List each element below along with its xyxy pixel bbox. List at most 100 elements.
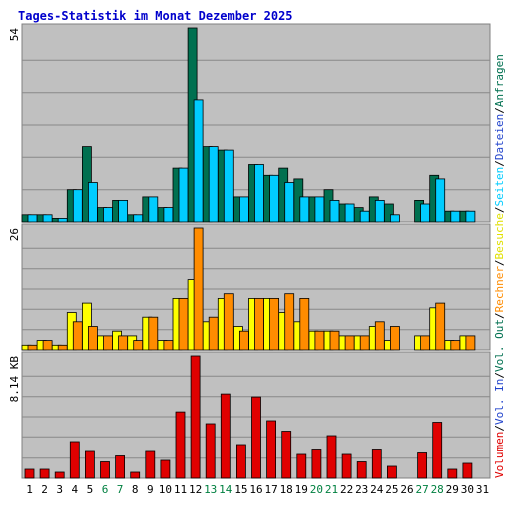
bar-dateien-day-22 [344,203,355,223]
bar-rechner-day-21 [329,330,340,351]
bar-rechner-day-10 [163,340,174,351]
bar-rechner-day-1 [27,344,38,351]
legend-entry: Rechner [493,266,506,313]
bar-dateien-day-9 [148,196,159,223]
x-tick-label: 10 [159,483,172,496]
bar-rechner-day-25 [389,326,400,351]
bar-volumen-day-10 [160,459,171,479]
bar-volumen-day-25 [386,465,397,479]
x-tick-label: 12 [189,483,202,496]
bar-rechner-day-2 [42,340,53,351]
bar-rechner-day-23 [359,335,370,351]
bar-dateien-day-14 [223,149,234,223]
chart-panels: 54 26 8.14 KB [8,23,491,479]
bar-rechner-day-14 [223,293,234,351]
bar-volumen-day-1 [24,468,35,479]
bar-dateien-day-27 [420,203,431,223]
bar-dateien-day-3 [57,217,68,223]
bar-volumen-day-30 [462,462,473,479]
bar-rechner-day-12 [193,227,204,351]
legend-entry: / [493,312,506,319]
x-tick-label: 22 [340,483,353,496]
bar-dateien-day-19 [299,196,310,223]
bar-rechner-day-8 [133,340,144,351]
x-tick-label: 19 [295,483,308,496]
x-tick-label: 11 [174,483,187,496]
bar-rechner-day-15 [238,330,249,351]
bar-rechner-day-30 [465,335,476,351]
bar-rechner-day-16 [254,297,264,351]
bar-volumen-day-4 [69,441,80,479]
legend-entry: Besuche [493,213,506,259]
bar-dateien-day-28 [435,178,446,223]
bar-volumen-day-6 [100,461,110,479]
bar-dateien-day-17 [269,174,280,223]
x-tick-label: 16 [249,483,262,496]
x-tick-label: 24 [370,483,384,496]
panel-middle-max-label: 26 [8,228,21,241]
bar-rechner-day-24 [374,321,385,351]
bar-volumen-day-11 [175,411,186,479]
legend-entry: Vol. In [493,379,506,425]
panel-middle: 26 [8,223,491,351]
bar-rechner-day-11 [178,297,189,351]
panel-top-max-label: 54 [8,28,21,42]
bar-volumen-day-16 [251,396,261,479]
bar-dateien-day-12 [193,99,204,223]
bar-dateien-day-4 [72,189,83,223]
bar-volumen-day-21 [326,435,337,479]
x-tick-label: 2 [41,483,48,496]
bar-dateien-day-13 [208,146,219,223]
bar-dateien-day-30 [465,210,476,223]
x-tick-label: 8 [132,483,139,496]
bar-volumen-day-7 [115,455,125,479]
bar-volumen-day-17 [266,420,277,479]
bar-rechner-day-6 [103,335,113,351]
bar-rechner-day-22 [344,335,355,351]
bar-dateien-day-7 [118,199,128,223]
bar-dateien-day-23 [359,210,370,223]
x-tick-label: 29 [446,483,459,496]
bar-dateien-day-21 [329,199,340,223]
legend-entry: / [493,425,506,432]
legend-entry: / [493,160,506,167]
bar-rechner-day-19 [299,297,310,351]
legend-entry: Seiten [493,167,506,207]
bar-volumen-day-14 [220,393,231,479]
legend-entry: Volumen [493,432,506,478]
bar-dateien-day-1 [27,214,38,223]
bar-volumen-day-22 [341,453,352,479]
bar-rechner-day-13 [208,316,219,351]
bar-volumen-day-9 [145,450,156,479]
bar-dateien-day-10 [163,207,174,223]
bar-dateien-day-18 [284,182,295,223]
right-legend: Volumen/Vol. In/Vol. Out/Rechner/Besuche… [493,54,506,478]
bar-rechner-day-9 [148,316,159,351]
bar-dateien-day-15 [238,196,249,223]
bar-rechner-day-17 [269,297,280,351]
x-tick-label: 18 [280,483,293,496]
bar-rechner-day-7 [118,335,128,351]
panel-bottom-max-label: 8.14 KB [8,356,21,403]
bar-rechner-day-29 [450,340,461,351]
bar-volumen-day-15 [235,444,246,479]
x-tick-label: 13 [204,483,217,496]
chart-title: Tages-Statistik im Monat Dezember 2025 [18,9,293,23]
bar-rechner-day-18 [284,293,295,351]
bar-dateien-day-29 [450,210,461,223]
bar-rechner-day-3 [57,344,68,351]
panel-bottom: 8.14 KB [8,351,491,479]
bar-volumen-day-28 [432,422,443,479]
bar-dateien-day-20 [314,196,325,223]
x-tick-label: 31 [476,483,489,496]
legend-entry: / [493,259,506,266]
legend-entry: / [493,206,506,213]
bar-dateien-day-2 [42,214,53,223]
bar-volumen-day-2 [39,468,50,479]
x-tick-label: 25 [385,483,398,496]
x-axis-tick-labels: 1 2 3 4 5 6 7 8 9 10 11 12 13 14 15 16 17 18 19 20 21 22 23 24 2… [26,483,489,496]
bar-volumen-day-8 [130,471,141,479]
x-tick-label: 28 [431,483,444,496]
x-tick-label: 27 [415,483,428,496]
